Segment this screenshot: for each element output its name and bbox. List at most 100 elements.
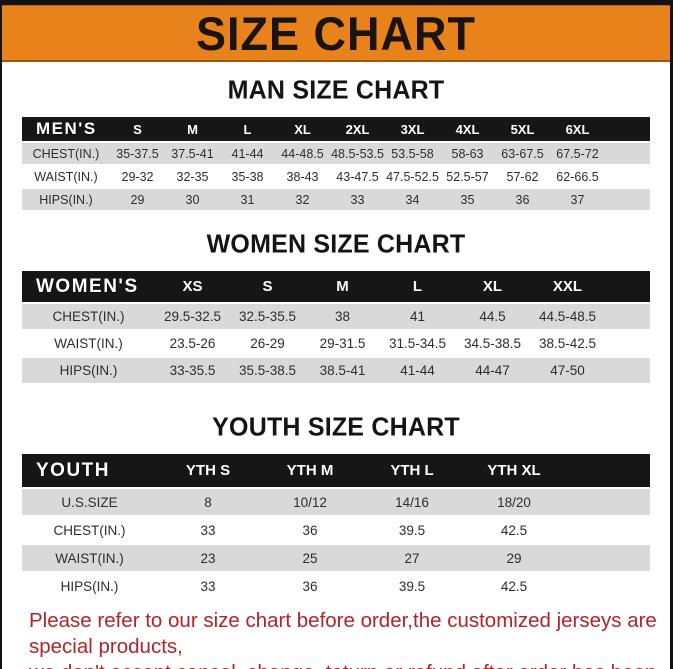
value-cell: 31 bbox=[220, 187, 275, 210]
value-cell: 25 bbox=[259, 543, 361, 572]
spacer-cell bbox=[565, 487, 650, 516]
value-cell: 44.5 bbox=[455, 302, 530, 330]
size-header-cell: S bbox=[230, 271, 305, 303]
row-label-cell: CHEST(IN.) bbox=[22, 515, 157, 544]
spacer-cell bbox=[565, 515, 650, 544]
page-title: SIZE CHART bbox=[196, 5, 476, 60]
value-cell: 44.5-48.5 bbox=[530, 302, 605, 330]
row-label-cell: HIPS(IN.) bbox=[22, 187, 110, 210]
value-cell: 44-48.5 bbox=[275, 141, 330, 165]
size-header-cell: 2XL bbox=[330, 117, 385, 142]
spacer-cell bbox=[565, 571, 650, 599]
value-cell: 8 bbox=[157, 487, 259, 516]
table-row: CHEST(IN.) 29.5-32.5 32.5-35.5 38 41 44.5 44.5… bbox=[22, 302, 650, 330]
value-cell: 10/12 bbox=[259, 487, 361, 516]
value-cell: 33-35.5 bbox=[155, 356, 230, 383]
value-cell: 53.5-58 bbox=[385, 141, 440, 165]
row-label-cell: CHEST(IN.) bbox=[22, 302, 155, 330]
value-cell: 23.5-26 bbox=[155, 329, 230, 357]
value-cell: 29-31.5 bbox=[305, 329, 380, 357]
value-cell: 42.5 bbox=[463, 571, 565, 599]
size-header-cell: 5XL bbox=[495, 117, 550, 142]
value-cell: 41-44 bbox=[220, 141, 275, 165]
size-header-cell: S bbox=[110, 117, 165, 142]
value-cell: 42.5 bbox=[463, 515, 565, 544]
value-cell: 36 bbox=[495, 187, 550, 210]
value-cell: 34.5-38.5 bbox=[455, 329, 530, 357]
value-cell: 34 bbox=[385, 187, 440, 210]
row-label-cell: HIPS(IN.) bbox=[22, 571, 157, 599]
table-title-cell: YOUTH bbox=[22, 454, 157, 488]
value-cell: 35 bbox=[440, 187, 495, 210]
value-cell: 36 bbox=[259, 515, 361, 544]
value-cell: 67.5-72 bbox=[550, 141, 605, 165]
top-frame-strip bbox=[2, 0, 670, 5]
table-row: CHEST(IN.) 33 36 39.5 42.5 bbox=[22, 515, 650, 544]
size-header-cell: L bbox=[220, 117, 275, 142]
value-cell: 29 bbox=[463, 543, 565, 572]
size-header-cell: 4XL bbox=[440, 117, 495, 142]
value-cell: 58-63 bbox=[440, 141, 495, 165]
size-header-cell: M bbox=[305, 271, 380, 303]
value-cell: 33 bbox=[157, 571, 259, 599]
table-row: HIPS(IN.) 33-35.5 35.5-38.5 38.5-41 41-44 44-… bbox=[22, 356, 650, 383]
table-header-row: WOMEN'S XS S M L XL XXL bbox=[22, 271, 650, 303]
size-header-cell: YTH S bbox=[157, 454, 259, 488]
value-cell: 62-66.5 bbox=[550, 164, 605, 188]
value-cell: 37 bbox=[550, 187, 605, 210]
row-label-cell: CHEST(IN.) bbox=[22, 141, 110, 165]
table-row: WAIST(IN.) 23.5-26 26-29 29-31.5 31.5-34.5 34… bbox=[22, 329, 650, 357]
value-cell: 29-32 bbox=[110, 164, 165, 188]
value-cell: 57-62 bbox=[495, 164, 550, 188]
spacer-cell bbox=[605, 271, 650, 303]
table-title-cell: WOMEN'S bbox=[22, 271, 155, 303]
value-cell: 38.5-41 bbox=[305, 356, 380, 383]
spacer-cell bbox=[565, 543, 650, 572]
size-header-cell: 6XL bbox=[550, 117, 605, 142]
youth-size-table: YOUTH YTH S YTH M YTH L YTH XL U.S.SIZE 8 10/12… bbox=[22, 454, 650, 599]
value-cell: 32-35 bbox=[165, 164, 220, 188]
value-cell: 35.5-38.5 bbox=[230, 356, 305, 383]
value-cell: 27 bbox=[361, 543, 463, 572]
value-cell: 52.5-57 bbox=[440, 164, 495, 188]
value-cell: 23 bbox=[157, 543, 259, 572]
women-size-table: WOMEN'S XS S M L XL XXL CHEST(IN.) 29.5-32.5 32.5… bbox=[22, 271, 650, 383]
footer-disclaimer-line2: we don't accept cancel, change, teturn o… bbox=[29, 660, 662, 669]
value-cell: 63-67.5 bbox=[495, 141, 550, 165]
spacer-cell bbox=[605, 329, 650, 357]
value-cell: 33 bbox=[157, 515, 259, 544]
man-size-section: MAN SIZE CHART MEN'S S M L XL 2XL 3XL 4XL 5XL 6XL… bbox=[2, 75, 670, 210]
row-label-cell: WAIST(IN.) bbox=[22, 329, 155, 357]
value-cell: 35-38 bbox=[220, 164, 275, 188]
value-cell: 14/16 bbox=[361, 487, 463, 516]
size-header-cell: YTH L bbox=[361, 454, 463, 488]
footer-disclaimer: Please refer to our size chart before or… bbox=[29, 608, 662, 669]
footer-disclaimer-line1: Please refer to our size chart before or… bbox=[29, 609, 657, 658]
value-cell: 48.5-53.5 bbox=[330, 141, 385, 165]
spacer-cell bbox=[565, 454, 650, 488]
value-cell: 43-47.5 bbox=[330, 164, 385, 188]
spacer-cell bbox=[605, 141, 650, 165]
size-header-cell: 3XL bbox=[385, 117, 440, 142]
value-cell: 29.5-32.5 bbox=[155, 302, 230, 330]
value-cell: 38-43 bbox=[275, 164, 330, 188]
table-row: CHEST(IN.) 35-37.5 37.5-41 41-44 44-48.5 48.5… bbox=[22, 141, 650, 165]
size-header-cell: XL bbox=[455, 271, 530, 303]
value-cell: 29 bbox=[110, 187, 165, 210]
value-cell: 32 bbox=[275, 187, 330, 210]
size-header-cell: YTH XL bbox=[463, 454, 565, 488]
value-cell: 39.5 bbox=[361, 515, 463, 544]
value-cell: 41-44 bbox=[380, 356, 455, 383]
title-banner: SIZE CHART bbox=[2, 5, 670, 62]
spacer-cell bbox=[605, 356, 650, 383]
size-header-cell: XXL bbox=[530, 271, 605, 303]
value-cell: 32.5-35.5 bbox=[230, 302, 305, 330]
table-header-row: MEN'S S M L XL 2XL 3XL 4XL 5XL 6XL bbox=[22, 117, 650, 142]
size-header-cell: YTH M bbox=[259, 454, 361, 488]
value-cell: 41 bbox=[380, 302, 455, 330]
size-header-cell: M bbox=[165, 117, 220, 142]
row-label-cell: WAIST(IN.) bbox=[22, 543, 157, 572]
size-header-cell: XS bbox=[155, 271, 230, 303]
value-cell: 35-37.5 bbox=[110, 141, 165, 165]
spacer-cell bbox=[605, 187, 650, 210]
